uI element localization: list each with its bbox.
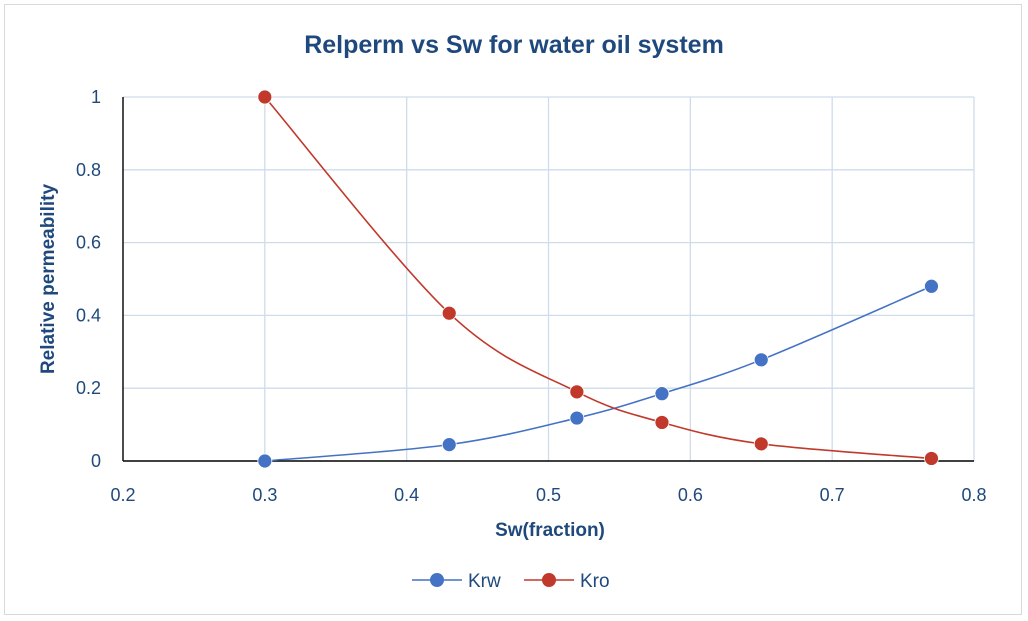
legend-item-kro: Kro xyxy=(524,571,610,592)
y-tick-label: 0 xyxy=(91,451,101,471)
chart-frame xyxy=(4,4,1022,615)
data-point-krw xyxy=(753,352,769,368)
data-point-kro xyxy=(569,384,585,400)
x-tick-labels: 0.2 0.3 0.4 0.5 0.6 0.7 0.8 xyxy=(110,485,986,505)
series-layer xyxy=(257,89,939,469)
legend: Krw Kro xyxy=(412,571,610,592)
series-line-krw xyxy=(264,285,932,462)
x-tick-label: 0.8 xyxy=(961,485,986,505)
legend-marker-krw xyxy=(430,573,444,587)
legend-marker-kro xyxy=(542,573,556,587)
y-tick-label: 1 xyxy=(91,87,101,107)
chart-title: Relperm vs Sw for water oil system xyxy=(304,31,724,59)
x-tick-label: 0.4 xyxy=(394,485,419,505)
data-point-kro xyxy=(654,415,670,430)
data-point-kro xyxy=(441,305,457,321)
legend-label-krw: Krw xyxy=(468,571,501,592)
legend-item-krw: Krw xyxy=(412,571,501,592)
y-tick-label: 0.2 xyxy=(76,378,101,398)
data-point-krw xyxy=(924,278,939,294)
series-line-kro xyxy=(264,96,932,460)
y-tick-label: 0.8 xyxy=(76,160,101,180)
series-krw xyxy=(257,278,939,469)
legend-label-kro: Kro xyxy=(580,571,610,592)
x-tick-label: 0.3 xyxy=(252,485,277,505)
y-tick-labels: 0 0.2 0.4 0.6 0.8 1 xyxy=(76,87,101,471)
data-point-krw xyxy=(257,453,273,469)
x-tick-label: 0.2 xyxy=(110,485,135,505)
data-point-kro xyxy=(924,451,939,466)
gridlines xyxy=(123,96,975,461)
data-point-krw xyxy=(654,386,670,402)
x-tick-label: 0.5 xyxy=(536,485,561,505)
data-point-krw xyxy=(569,410,585,426)
data-point-kro xyxy=(753,436,769,452)
x-axis-title: Sw(fraction) xyxy=(495,520,605,541)
x-tick-label: 0.6 xyxy=(678,485,703,505)
data-point-kro xyxy=(257,89,273,105)
data-point-krw xyxy=(441,437,457,453)
y-tick-label: 0.4 xyxy=(76,305,101,325)
y-axis-title: Relative permeability xyxy=(38,184,59,375)
series-kro xyxy=(257,89,939,466)
x-tick-label: 0.7 xyxy=(820,485,845,505)
y-tick-label: 0.6 xyxy=(76,233,101,253)
